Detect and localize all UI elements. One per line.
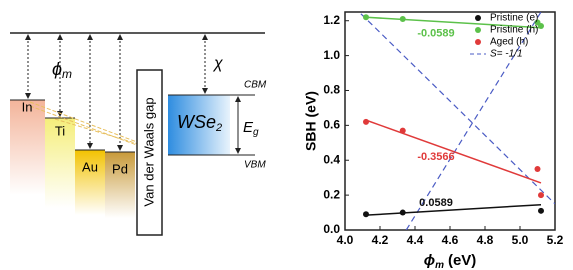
y-tick-label: 1.0 [323, 48, 340, 62]
metal-in [10, 100, 45, 195]
fit-label: -0.0589 [417, 27, 454, 39]
pinning-lines [29, 101, 146, 149]
legend-label: S= -1/1 [490, 49, 523, 60]
band-diagram: ϕm χ In Ti Au Pd Van der Waals gap WSe2 … [10, 32, 267, 236]
metal-ti [45, 118, 75, 208]
x-tick-label: 4.4 [407, 233, 424, 247]
legend-marker [475, 15, 481, 21]
eg-symbol: E [243, 119, 254, 136]
eg-sub: g [253, 127, 259, 138]
phi-symbol: ϕ [52, 59, 62, 79]
vbm-label: VBM [244, 160, 266, 171]
fit-label: -0.3566 [417, 151, 454, 163]
point [399, 15, 406, 22]
chi-label: χ [212, 55, 223, 72]
metal-label: In [22, 99, 33, 114]
point [363, 14, 369, 21]
y-tick-label: 0.4 [323, 152, 340, 166]
metal-label: Ti [55, 123, 65, 138]
y-tick-label: 0.6 [323, 118, 340, 132]
semiconductor [168, 95, 230, 155]
metal-pd [105, 152, 135, 218]
cbm-label: CBM [244, 80, 267, 91]
x-label-sub: m [435, 260, 444, 270]
fit-line [365, 119, 542, 184]
semiconductor-main: WSe [177, 112, 216, 132]
chart: SBH (eV) ϕm (eV) 4.0 4.2 4.4 4.6 4.8 5.0 5.2 0.0… [303, 11, 564, 270]
guide-line [405, 12, 542, 230]
work-function-arrows [25, 34, 208, 151]
x-tick-label: 4.6 [442, 233, 459, 247]
semiconductor-sub: 2 [215, 122, 222, 134]
point [538, 22, 544, 29]
x-tick-label: 4.0 [337, 233, 354, 247]
fit-label: 0.0589 [419, 197, 453, 209]
point [538, 207, 544, 214]
legend-marker [475, 39, 481, 45]
metal-label: Au [82, 159, 98, 174]
guide-line [358, 12, 555, 205]
fit-line [365, 203, 542, 216]
x-tick-label: 5.0 [512, 233, 529, 247]
legend-label: Aged (h) [490, 37, 528, 48]
y-axis-label: SBH (eV) [303, 91, 319, 151]
point [399, 127, 406, 134]
x-label-symbol: ϕ [424, 252, 435, 269]
y-tick-label: 0.0 [323, 222, 340, 236]
point [534, 165, 541, 172]
x-tick-label: 4.2 [372, 233, 389, 247]
point [363, 211, 369, 218]
y-tick-label: 1.2 [323, 13, 340, 27]
point [399, 209, 406, 216]
gap-box [136, 69, 163, 236]
gap-label: Van der Waals gap [141, 97, 156, 206]
legend-marker [475, 27, 481, 33]
legend-label: Pristine (e) [490, 13, 538, 24]
phi-sub: m [62, 67, 72, 81]
phi-label: ϕm [52, 59, 72, 81]
x-tick-label: 5.2 [547, 233, 564, 247]
point [538, 192, 544, 199]
fit-line [365, 16, 542, 29]
metal-label: Pd [112, 161, 128, 176]
x-label-unit: (eV) [448, 252, 476, 269]
x-tick-label: 4.8 [477, 233, 494, 247]
legend-label: Pristine (h) [490, 25, 538, 36]
x-axis-label: ϕm (eV) [424, 252, 477, 270]
y-tick-label: 0.8 [323, 83, 340, 97]
semiconductor-label: WSe2 [177, 112, 222, 134]
point [363, 118, 369, 125]
metal-au [75, 150, 105, 215]
eg-label: Eg [243, 119, 259, 138]
y-tick-label: 0.2 [323, 187, 340, 201]
